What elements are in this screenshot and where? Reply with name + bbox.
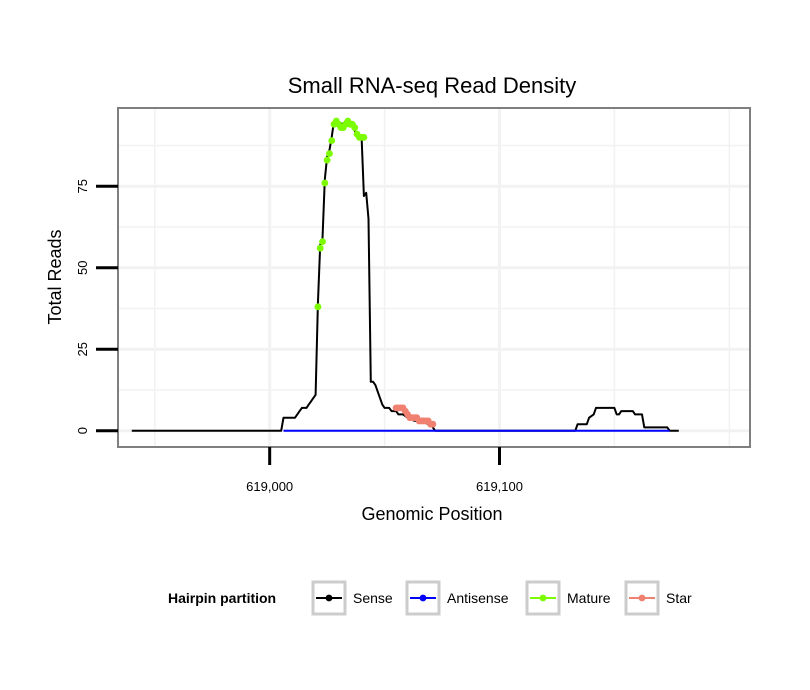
chart-title: Small RNA-seq Read Density (288, 73, 577, 98)
legend-label-antisense: Antisense (447, 590, 509, 606)
legend-label-sense: Sense (353, 590, 393, 606)
mature-point (351, 124, 359, 131)
mature-point (321, 179, 329, 187)
y-tick-label: 25 (75, 342, 90, 356)
y-tick-label: 50 (75, 260, 90, 274)
mature-point (314, 303, 322, 311)
legend-label-mature: Mature (567, 590, 611, 606)
mature-point (319, 238, 326, 246)
mature-point (316, 244, 324, 252)
legend: Hairpin partition Sense Antisense Mature St… (168, 580, 692, 616)
sense-series-line (131, 120, 679, 432)
series-layer (131, 117, 679, 432)
mature-point (326, 150, 333, 158)
x-tick-label: 619,000 (246, 479, 293, 494)
legend-title: Hairpin partition (168, 590, 276, 606)
y-tick-label: 75 (75, 179, 90, 193)
mature-point (323, 156, 331, 164)
legend-dot-sense (325, 594, 333, 602)
legend-dot-antisense (419, 594, 427, 602)
plot-panel (118, 108, 750, 447)
axes: 619,000 619,100 0 25 50 75 (75, 179, 523, 494)
star-point (429, 420, 437, 428)
y-axis-label: Total Reads (45, 229, 65, 324)
x-axis-label: Genomic Position (361, 504, 502, 524)
legend-dot-star (638, 594, 646, 602)
plot-panel-border (117, 107, 751, 448)
legend-dot-mature (539, 594, 547, 602)
mature-point (360, 133, 368, 141)
legend-label-star: Star (666, 590, 692, 606)
y-tick-label: 0 (75, 427, 90, 434)
x-tick-label: 619,100 (476, 479, 523, 494)
mature-point (328, 137, 336, 144)
